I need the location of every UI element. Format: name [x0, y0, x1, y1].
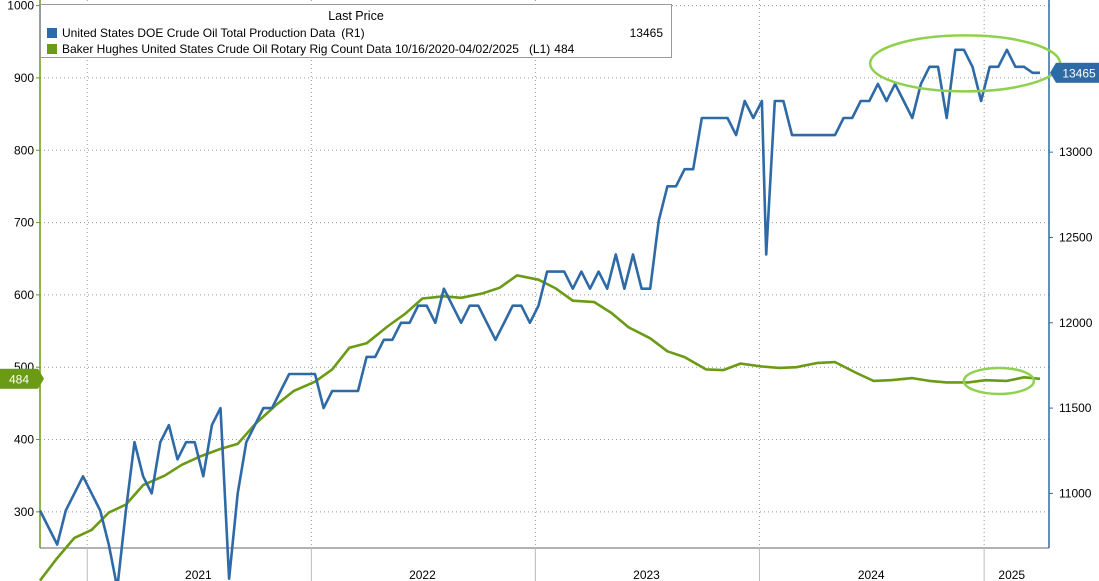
left-tick-label: 300	[14, 505, 34, 519]
left-tick-label: 700	[14, 216, 34, 230]
axes: 3004005006007008009001000110001150012000…	[7, 0, 1093, 581]
left-tick-label: 1000	[7, 0, 34, 13]
legend-axis-rigs: (L1)	[528, 42, 551, 56]
legend-label-rigs: Baker Hughes United States Crude Oil Rot…	[62, 42, 519, 56]
legend-value-rigs: 484	[554, 42, 575, 56]
legend-swatch-production	[47, 28, 57, 38]
highlight-ellipse-rigs	[962, 366, 1036, 396]
left-tick-label: 800	[14, 143, 34, 157]
legend-label-production: United States DOE Crude Oil Total Produc…	[62, 26, 336, 40]
left-tick-label: 900	[14, 71, 34, 85]
last-price-badge-left	[0, 368, 38, 389]
legend-item-rigs: Baker Hughes United States Crude Oil Rot…	[47, 42, 663, 57]
last-price-badge-left-pointer	[38, 368, 44, 389]
last-price-badge-right	[1056, 62, 1099, 83]
x-tick-label: 2023	[633, 568, 660, 581]
last-price-badges: 484 13465	[0, 62, 1099, 389]
last-price-badge-right-label: 13465	[1062, 66, 1096, 80]
highlight-ellipse-production	[868, 34, 1062, 93]
rig-count-line	[38, 274, 1041, 581]
left-tick-label: 400	[14, 433, 34, 447]
legend: Last Price United States DOE Crude Oil T…	[40, 4, 672, 58]
x-tick-label: 2025	[998, 568, 1025, 581]
right-tick-label: 11500	[1059, 401, 1092, 415]
left-tick-label: 600	[14, 288, 34, 302]
right-tick-label: 12500	[1059, 230, 1093, 244]
legend-header: Last Price	[328, 9, 384, 23]
right-tick-label: 11000	[1059, 486, 1092, 500]
x-tick-label: 2021	[185, 568, 212, 581]
legend-value-production: 13465	[629, 26, 663, 40]
legend-swatch-rigs	[47, 44, 57, 54]
legend-axis-production: (R1)	[341, 26, 365, 40]
x-tick-label: 2022	[409, 568, 436, 581]
right-tick-label: 13000	[1059, 145, 1093, 159]
legend-item-production: United States DOE Crude Oil Total Produc…	[47, 26, 663, 41]
last-price-badge-right-pointer	[1050, 62, 1056, 83]
right-tick-label: 12000	[1059, 316, 1093, 330]
production-line	[38, 48, 1040, 581]
series-lines	[38, 48, 1041, 581]
last-price-badge-left-label: 484	[9, 372, 29, 386]
x-tick-label: 2024	[858, 568, 885, 581]
